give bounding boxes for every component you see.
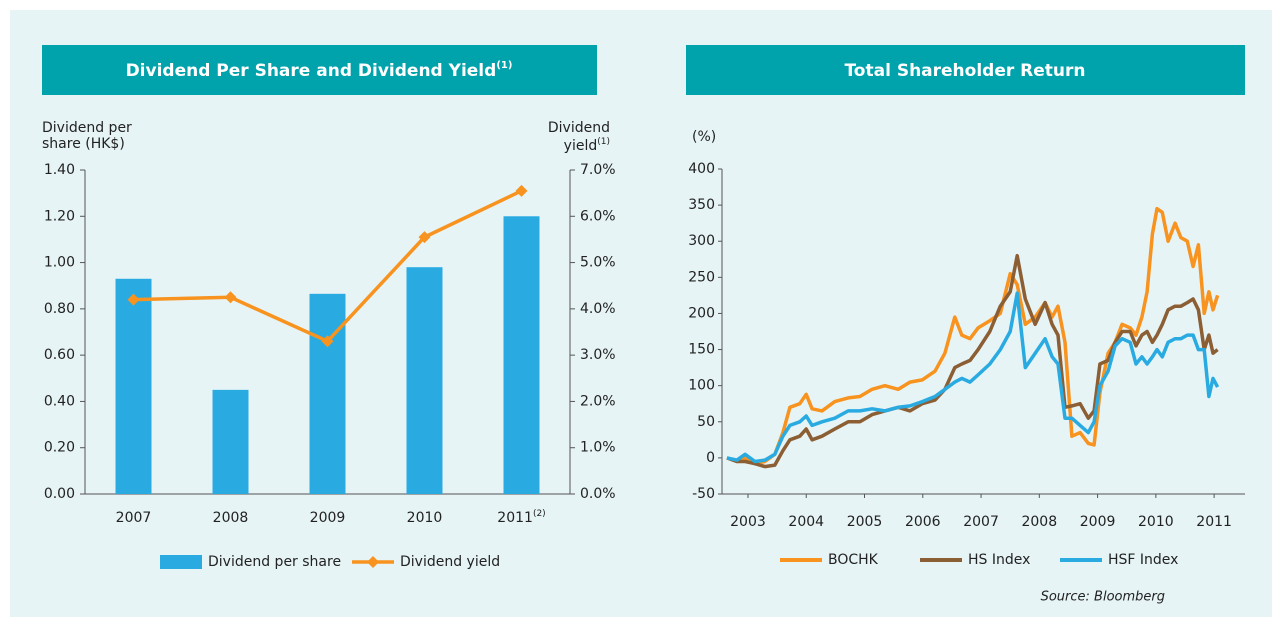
x-tick-label: 2007 [116,510,152,526]
title-bar [42,45,597,95]
legend-label: HSF Index [1108,552,1178,568]
y-tick-label: 0 [706,450,715,466]
category: 2008 [213,510,249,526]
x-tick-label: 2006 [905,514,941,530]
bar [309,293,346,494]
source: Source: Bloomberg [1041,590,1165,605]
y2-tick-label: 4.0% [580,301,616,317]
legend-label: BOCHK [828,552,879,568]
y2-label-note: (1) [597,137,610,147]
x-tick-label: 2008 [1021,514,1057,530]
legend-label: HS Index [968,552,1030,568]
y-tick-label: 0.20 [44,440,75,456]
y-tick-label: -50 [692,486,715,502]
x-tick-label: 2008 [213,510,249,526]
y2-tick-label: 7.0% [580,162,616,178]
category: 2010 [407,510,443,526]
x-tick-label: 2003 [730,514,766,530]
x-tick-label: 2005 [847,514,883,530]
yield-marker [321,335,334,348]
y-tick-label: 350 [688,197,715,213]
yield-marker [515,184,528,197]
y-tick-label: 250 [688,269,715,285]
y-tick-label: 0.80 [44,301,75,317]
yield-marker [418,231,431,244]
y2-tick-label: 1.0% [580,440,616,456]
y-tick-label: 0.60 [44,347,75,363]
y-tick-label: 100 [688,378,715,394]
y2-tick-label: 6.0% [580,208,616,224]
y-tick-label: 300 [688,233,715,249]
legend-swatch [160,555,202,569]
y2-tick-label: 3.0% [580,347,616,363]
y2-axis-label: Dividend [548,120,610,136]
y-axis-label: share (HK$) [42,136,125,152]
legend-marker [367,556,379,568]
y2-tick-label: 5.0% [580,255,616,271]
bar [406,267,443,494]
x-tick-label: 2007 [963,514,999,530]
category: 2009 [310,510,346,526]
panel [10,10,1272,617]
y-tick-label: 1.40 [44,162,75,178]
category-note: (2) [533,509,546,519]
y-tick-label: 200 [688,305,715,321]
legend-label: Dividend per share [208,554,341,570]
y-axis-label: Dividend per [42,120,132,136]
x-tick-label: 2010 [407,510,443,526]
yield-marker [127,293,140,306]
x-tick-label: 2009 [1080,514,1116,530]
title-note: (1) [496,60,512,71]
chart-title: Dividend Per Share and Dividend Yield(1) [126,60,513,81]
bar [212,389,249,494]
y-axis-label: (%) [692,129,716,145]
y-tick-label: 150 [688,342,715,358]
category: 2007 [116,510,152,526]
x-tick-label: 2004 [788,514,824,530]
title-bar [686,45,1245,95]
y-tick-label: 1.20 [44,208,75,224]
y-tick-label: 1.00 [44,255,75,271]
y-tick-label: 0.40 [44,393,75,409]
y2-tick-label: 2.0% [580,393,616,409]
x-tick-label: 2011(2) [497,509,545,527]
y2-label-text: yield [564,138,598,154]
y-tick-label: 0.00 [44,486,75,502]
bar [115,278,152,494]
chart-title: Total Shareholder Return [844,61,1085,81]
y2-tick-label: 0.0% [580,486,616,502]
bar [503,216,540,495]
title-text: Dividend Per Share and Dividend Yield [126,61,497,81]
y2-axis-label: yield(1) [564,137,610,155]
series-line [726,253,1219,469]
x-tick-label: 2009 [310,510,346,526]
category: 2011 [497,510,533,526]
x-tick-label: 2010 [1138,514,1174,530]
series-line [726,206,1220,466]
y-tick-label: 400 [688,161,715,177]
yield-marker [224,291,237,304]
legend-label: Dividend yield [400,554,500,570]
series-line [726,291,1220,464]
x-tick-label: 2011 [1196,514,1232,530]
y-tick-label: 50 [697,414,715,430]
